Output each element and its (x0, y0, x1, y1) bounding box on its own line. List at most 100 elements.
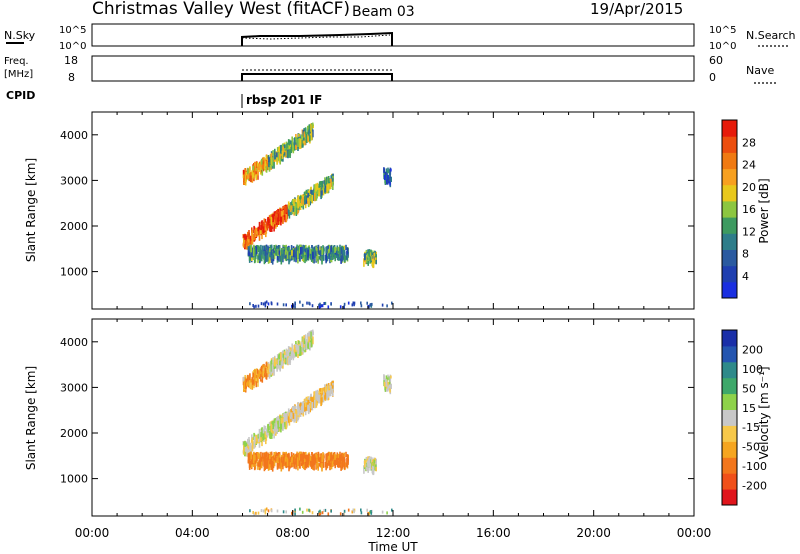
echo-cell (263, 457, 265, 467)
echo-cell (280, 210, 283, 217)
echo-cell (307, 197, 309, 202)
echo-cell (383, 167, 385, 173)
echo-cell (343, 452, 345, 457)
echo-cell (282, 216, 284, 223)
echo-cell (327, 460, 330, 465)
echo-cell (264, 247, 267, 256)
echo-cell (248, 256, 251, 261)
echo-cell (375, 251, 377, 257)
echo-cell (309, 254, 311, 259)
echo-cell (301, 346, 304, 352)
echo-cell (318, 183, 320, 192)
echo-cell (284, 357, 287, 365)
echo-cell (291, 348, 294, 354)
echo-cell (304, 403, 306, 412)
echo-cell (276, 509, 279, 513)
echo-cell (303, 191, 306, 196)
echo-cell (281, 357, 284, 366)
echo-cell (251, 173, 254, 183)
noise-tick-right-high: 10^5 (709, 25, 736, 36)
echo-cell (312, 124, 314, 129)
echo-cell (258, 453, 261, 458)
power-colorbar-label: Power [dB] (757, 178, 771, 243)
echo-cell (265, 428, 268, 435)
echo-cell (263, 245, 266, 250)
echo-cell (268, 367, 270, 375)
echo-cell (276, 255, 279, 261)
echo-cell (307, 136, 309, 142)
echo-cell (297, 402, 300, 411)
echo-cell (245, 442, 248, 447)
echo-cell (250, 451, 252, 460)
echo-cell (247, 172, 250, 179)
echo-cell (269, 160, 271, 165)
echo-cell (245, 242, 247, 250)
echo-cell (294, 406, 297, 410)
echo-cell (360, 301, 362, 305)
echo-cell (271, 222, 273, 232)
echo-cell (278, 246, 281, 255)
echo-cell (373, 252, 376, 257)
echo-cell (282, 510, 285, 514)
echo-cell (289, 351, 291, 357)
echo-cell (334, 254, 336, 262)
echo-cell (331, 460, 334, 467)
echo-cell (309, 405, 311, 413)
echo-cell (299, 300, 301, 304)
echo-cell (270, 157, 273, 165)
echo-cell (387, 167, 389, 174)
echo-cell (275, 364, 277, 369)
echo-cell (264, 454, 267, 463)
echo-cell (290, 255, 293, 261)
nave-label: Nave (746, 64, 774, 77)
echo-cell (339, 255, 342, 261)
echo-cell (294, 144, 296, 150)
echo-cell (294, 206, 297, 215)
echo-cell (262, 221, 265, 227)
echo-cell (260, 230, 262, 235)
echo-cell (316, 182, 319, 190)
echo-cell (244, 382, 246, 389)
echo-cell (302, 452, 305, 459)
echo-cell (255, 511, 257, 515)
echo-cell (306, 402, 308, 411)
echo-cell (258, 246, 261, 251)
echo-cell (294, 413, 297, 422)
echo-cell (275, 210, 277, 215)
velocity-ylabel: Slant Range [km] (24, 366, 38, 470)
echo-cell (244, 170, 247, 175)
echo-cell (330, 509, 332, 513)
echo-cell (253, 244, 255, 254)
echo-cell (291, 203, 293, 207)
echo-cell (296, 457, 299, 466)
echo-cell (261, 167, 264, 176)
echo-cell (245, 173, 248, 180)
echo-cell (270, 509, 273, 513)
echo-cell (368, 512, 370, 516)
echo-cell (285, 303, 287, 307)
echo-cell (271, 429, 273, 439)
echo-cell (302, 337, 305, 341)
echo-cell (276, 152, 278, 158)
nave-tick-low: 0 (709, 71, 716, 84)
y-tick-label: 2000 (60, 427, 88, 440)
echo-cell (284, 215, 286, 220)
echo-cell (309, 404, 312, 409)
echo-cell (256, 245, 258, 250)
echo-cell (268, 156, 270, 163)
echo-cell (280, 214, 282, 221)
echo-cell (322, 254, 325, 261)
echo-cell (375, 254, 377, 261)
echo-cell (274, 219, 276, 225)
echo-cell (270, 424, 273, 433)
echo-cell (270, 255, 273, 263)
echo-cell (253, 162, 256, 166)
echo-cell (324, 395, 326, 400)
colorbar-tick-label: -100 (742, 460, 767, 473)
echo-cell (245, 235, 248, 240)
echo-cell (253, 373, 256, 383)
echo-cell (276, 246, 279, 251)
echo-cell (389, 168, 392, 175)
echo-cell (279, 251, 282, 260)
velocity-axes: 1000 2000 3000 4000 (60, 319, 695, 516)
